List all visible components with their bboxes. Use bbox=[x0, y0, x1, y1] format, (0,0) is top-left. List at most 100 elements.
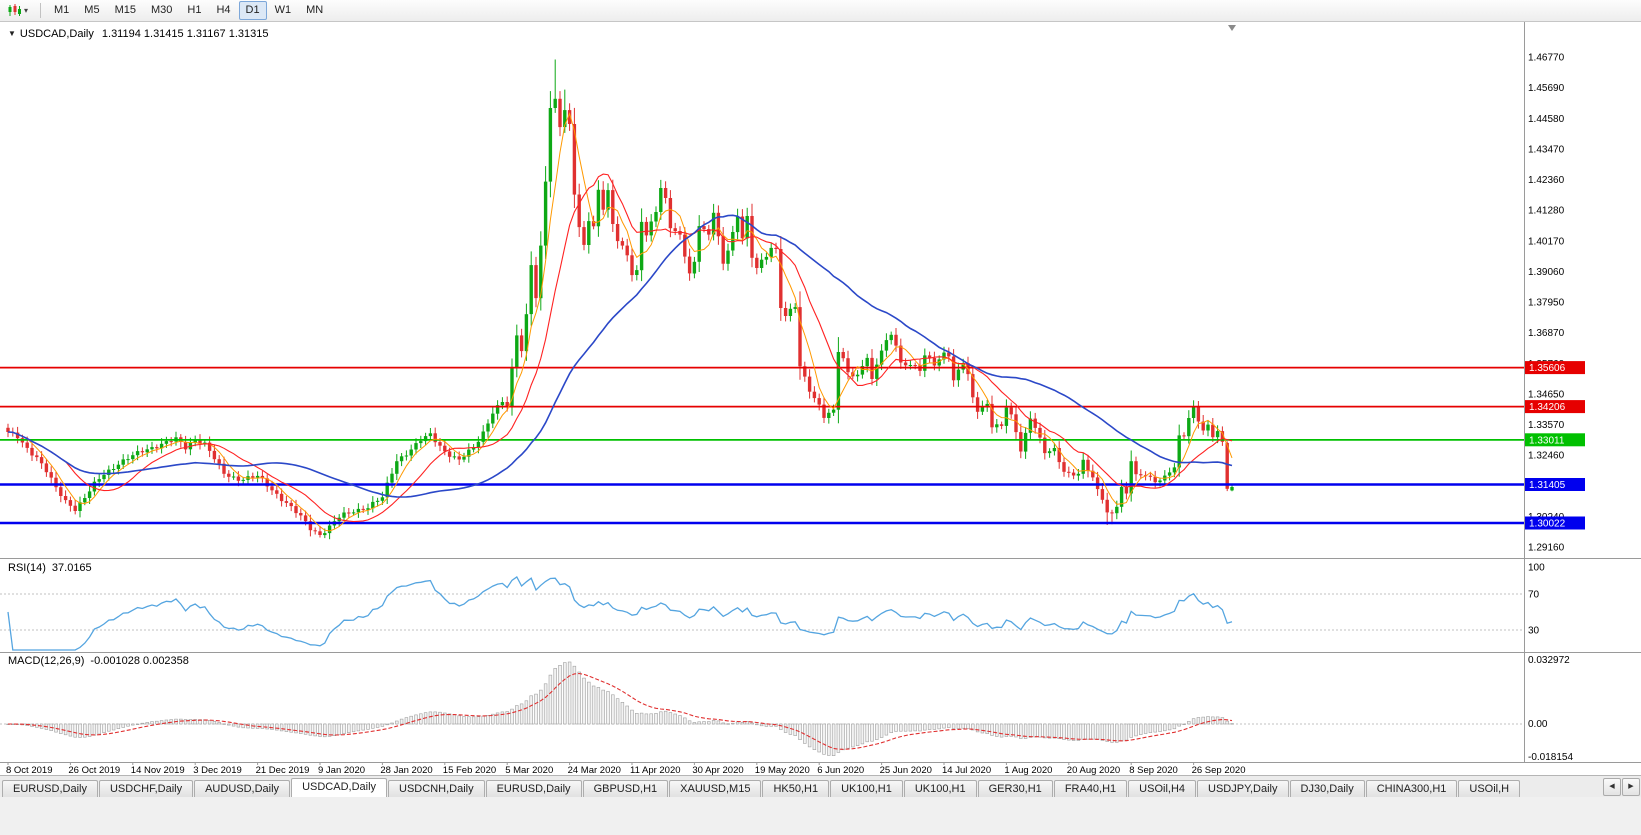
macd-axis-label: 0.00 bbox=[1528, 719, 1548, 730]
date-axis-label: 21 Dec 2019 bbox=[256, 765, 310, 775]
price-tag-label: 1.34206 bbox=[1529, 402, 1566, 413]
date-axis-label: 28 Jan 2020 bbox=[380, 765, 432, 775]
bottom-filler bbox=[0, 797, 1641, 835]
chart-tab[interactable]: USOil,H bbox=[1458, 780, 1521, 797]
macd-axis-label: 0.032972 bbox=[1528, 655, 1570, 666]
price-tag bbox=[1525, 400, 1585, 414]
rsi-axis-label: 70 bbox=[1528, 590, 1540, 601]
price-tag-label: 1.30022 bbox=[1529, 519, 1566, 530]
chart-tab[interactable]: USDCAD,Daily bbox=[291, 778, 388, 797]
chart-tab[interactable]: DJ30,Daily bbox=[1289, 780, 1365, 797]
ma-line-5 bbox=[7, 112, 1233, 532]
date-axis-label: 26 Oct 2019 bbox=[68, 765, 120, 775]
chart-tab[interactable]: HK50,H1 bbox=[762, 780, 830, 797]
chart-tab[interactable]: USDJPY,Daily bbox=[1197, 780, 1289, 797]
price-tag-label: 1.33011 bbox=[1529, 435, 1565, 446]
date-axis-label: 5 Mar 2020 bbox=[505, 765, 553, 775]
timeframe-button-h1[interactable]: H1 bbox=[187, 4, 202, 16]
price-axis-label: 1.34650 bbox=[1528, 389, 1565, 400]
chart-shift-marker-icon[interactable] bbox=[1228, 25, 1236, 31]
timeframe-button-mn[interactable]: MN bbox=[306, 4, 324, 16]
date-axis-label: 26 Sep 2020 bbox=[1192, 765, 1246, 775]
chart-type-button[interactable]: ▾ bbox=[4, 2, 34, 19]
price-axis-label: 1.37950 bbox=[1528, 298, 1565, 309]
chart-tab[interactable]: EURUSD,Daily bbox=[2, 780, 98, 797]
macd-histogram bbox=[6, 661, 1234, 757]
price-axis-label: 1.33570 bbox=[1528, 420, 1565, 431]
price-axis-label: 1.40170 bbox=[1528, 236, 1565, 247]
rsi-label: RSI(14) bbox=[8, 562, 46, 574]
chart-title: ▼ USDCAD,Daily 1.31194 1.31415 1.31167 1.3… bbox=[8, 28, 268, 40]
timeframe-button-group: M1 M5 M15 M30 H1 H4 D1 W1 MN bbox=[47, 1, 330, 20]
date-axis-label: 14 Nov 2019 bbox=[131, 765, 185, 775]
chart-canvas[interactable]: 1.46770 1.45690 1.44580 1.43470 1.42360 1.412… bbox=[0, 22, 1641, 775]
chart-tab[interactable]: EURUSD,Daily bbox=[485, 780, 582, 797]
chart-tab[interactable]: USDCNH,Daily bbox=[388, 780, 485, 797]
price-tag bbox=[1525, 361, 1585, 375]
price-tag bbox=[1525, 478, 1585, 491]
candlestick-series bbox=[6, 59, 1234, 540]
timeframe-button-d1[interactable]: D1 bbox=[238, 1, 267, 20]
tab-scroll-right-icon[interactable]: ▶ bbox=[1622, 778, 1640, 796]
date-axis-label: 30 Apr 2020 bbox=[692, 765, 743, 775]
date-axis-label: 20 Aug 2020 bbox=[1067, 765, 1120, 775]
price-tag bbox=[1525, 516, 1585, 530]
chart-tabs: EURUSD,Daily USDCHF,Daily AUDUSD,Daily USDC… bbox=[2, 778, 1521, 797]
date-axis-label: 3 Dec 2019 bbox=[193, 765, 242, 775]
date-axis-label: 15 Feb 2020 bbox=[443, 765, 496, 775]
macd-indicator-label: MACD(12,26,9) -0.001028 0.002358 bbox=[8, 655, 189, 667]
timeframe-button-m30[interactable]: M30 bbox=[150, 4, 173, 16]
chart-tab[interactable]: AUDUSD,Daily bbox=[194, 780, 291, 797]
macd-signal-line bbox=[8, 672, 1233, 750]
price-axis-label: 1.41280 bbox=[1528, 206, 1565, 217]
price-axis-label: 1.39060 bbox=[1528, 267, 1565, 278]
timeframe-button-w1[interactable]: W1 bbox=[274, 4, 292, 16]
chart-tab[interactable]: FRA40,H1 bbox=[1053, 780, 1128, 797]
date-axis-label: 19 May 2020 bbox=[755, 765, 810, 775]
price-axis-label: 1.32460 bbox=[1528, 451, 1565, 462]
chart-ohlc-values: 1.31194 1.31415 1.31167 1.31315 bbox=[101, 28, 269, 40]
chart-symbol-label: USDCAD,Daily bbox=[19, 28, 94, 40]
price-axis-label: 1.45690 bbox=[1528, 83, 1565, 94]
date-axis-label: 24 Mar 2020 bbox=[568, 765, 621, 775]
rsi-value: 37.0165 bbox=[51, 562, 92, 574]
symbol-dropdown-icon: ▼ bbox=[8, 29, 16, 38]
timeframe-button-m15[interactable]: M15 bbox=[114, 4, 136, 16]
chart-type-dropdown-caret[interactable]: ▾ bbox=[24, 6, 29, 15]
ma-line-13 bbox=[7, 173, 1233, 523]
price-tag-label: 1.35606 bbox=[1529, 363, 1566, 374]
chart-tab[interactable]: XAUUSD,M15 bbox=[669, 780, 762, 797]
date-axis-label: 14 Jul 2020 bbox=[942, 765, 991, 775]
price-axis-label: 1.29160 bbox=[1528, 543, 1565, 554]
timeframe-button-h4[interactable]: H4 bbox=[216, 4, 231, 16]
timeframe-button-m1[interactable]: M1 bbox=[54, 4, 70, 16]
price-axis-label: 1.36870 bbox=[1528, 328, 1565, 339]
chart-tab[interactable]: GBPUSD,H1 bbox=[582, 780, 669, 797]
price-tag-label: 1.31405 bbox=[1529, 480, 1566, 491]
tab-scroll-left-icon[interactable]: ◀ bbox=[1603, 778, 1621, 796]
price-axis-label: 1.42360 bbox=[1528, 175, 1565, 186]
chart-tab[interactable]: USDCHF,Daily bbox=[98, 780, 194, 797]
chart-tab[interactable]: UK100,H1 bbox=[903, 780, 977, 797]
date-axis-label: 1 Aug 2020 bbox=[1004, 765, 1052, 775]
tab-scroll-buttons: ◀ ▶ bbox=[1603, 778, 1640, 796]
ma-line-40 bbox=[7, 214, 1233, 498]
rsi-axis-label: 30 bbox=[1528, 626, 1540, 637]
price-tag bbox=[1525, 433, 1585, 447]
date-axis-label: 11 Apr 2020 bbox=[630, 765, 681, 775]
rsi-indicator-label: RSI(14) 37.0165 bbox=[8, 562, 92, 574]
date-axis-label: 9 Jan 2020 bbox=[318, 765, 365, 775]
date-axis-label: 8 Sep 2020 bbox=[1129, 765, 1178, 775]
chart-tab[interactable]: UK100,H1 bbox=[830, 780, 903, 797]
timeframe-button-m5[interactable]: M5 bbox=[84, 4, 100, 16]
price-axis-label: 1.43470 bbox=[1528, 144, 1565, 155]
chart-tab[interactable]: GER30,H1 bbox=[977, 780, 1053, 797]
timeframe-toolbar: ▾ M1 M5 M15 M30 H1 H4 D1 W1 MN bbox=[0, 0, 1641, 22]
price-axis-label: 1.46770 bbox=[1528, 53, 1565, 64]
macd-axis-label: -0.018154 bbox=[1528, 752, 1573, 763]
macd-label: MACD(12,26,9) bbox=[8, 655, 85, 667]
rsi-axis-label: 100 bbox=[1528, 563, 1545, 574]
date-axis-label: 6 Jun 2020 bbox=[817, 765, 864, 775]
chart-tab[interactable]: USOil,H4 bbox=[1128, 780, 1197, 797]
chart-tab[interactable]: CHINA300,H1 bbox=[1365, 780, 1458, 797]
